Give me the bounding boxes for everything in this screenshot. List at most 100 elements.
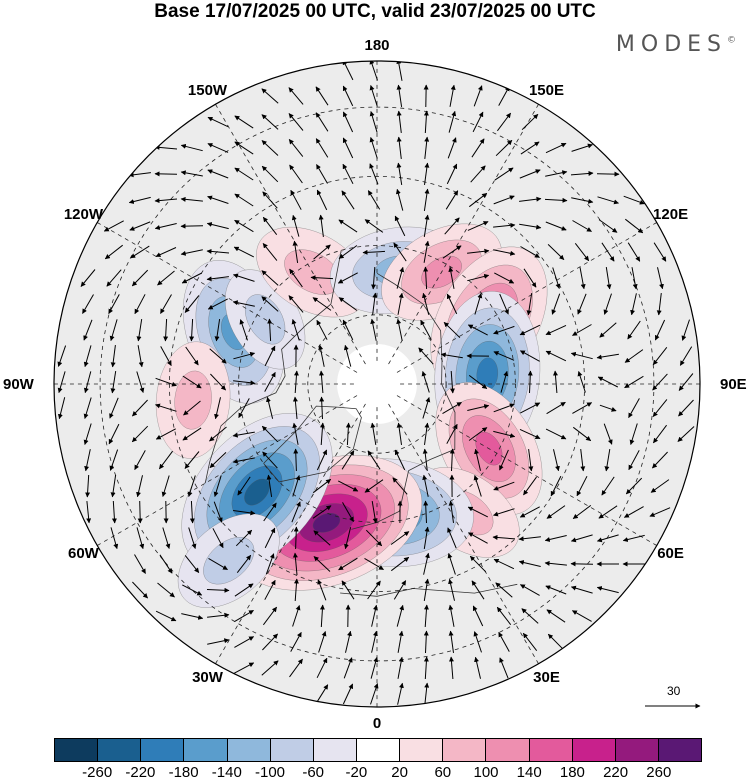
wind-arrow (369, 85, 378, 107)
longitude-label: 60W (67, 545, 99, 562)
wind-arrow (423, 188, 430, 211)
wind-arrow (390, 531, 410, 545)
wind-arrow (572, 426, 592, 442)
wind-arrow (552, 267, 561, 289)
wind-arrow (159, 554, 173, 574)
colorbar-tick-label: 220 (603, 764, 629, 781)
wind-arrow (499, 449, 509, 471)
wind-arrow (396, 422, 402, 445)
wind-arrow (209, 426, 227, 442)
wind-arrow (545, 170, 568, 177)
wind-arrow (628, 450, 640, 471)
colorbar-tick-label: -140 (211, 764, 242, 781)
colorbar (54, 738, 702, 762)
wind-arrow (547, 244, 565, 260)
wind-arrow (420, 319, 432, 340)
wind-arrow (128, 196, 151, 204)
colorbar-tick-label: 60 (434, 764, 452, 781)
wind-arrow (214, 319, 221, 342)
wind-arrow (656, 293, 662, 316)
wind-arrow (495, 582, 513, 598)
wind-arrow (649, 507, 671, 517)
wind-arrow (343, 657, 353, 679)
wind-arrow (678, 373, 694, 391)
wind-arrow (209, 348, 227, 364)
wind-arrow (448, 578, 455, 601)
wind-arrow (598, 505, 618, 519)
wind-arrow (316, 449, 328, 471)
colorbar-tick-label: -180 (168, 764, 199, 781)
wind-arrow (342, 111, 354, 133)
wind-arrow (545, 221, 567, 231)
colorbar-swatch (227, 739, 271, 761)
wind-arrow (182, 584, 203, 596)
wind-arrow (367, 580, 381, 600)
wind-arrow (494, 272, 515, 284)
wind-arrow (237, 476, 251, 496)
colorbar-swatch (184, 739, 228, 761)
wind-arrow (446, 293, 458, 315)
wind-arrow (155, 403, 177, 412)
wind-arrow (449, 370, 455, 394)
wind-arrow (467, 221, 489, 231)
wind-arrow (628, 398, 640, 419)
wind-arrow (551, 293, 561, 315)
longitude-label: 90E (720, 375, 747, 393)
wind-arrow (155, 377, 177, 387)
wind-arrow (338, 557, 358, 571)
wind-arrow (577, 371, 586, 393)
wind-arrow (596, 586, 619, 594)
wind-arrow (341, 190, 355, 210)
wind-arrow (679, 346, 693, 366)
wind-arrow (653, 242, 667, 262)
wind-arrow (545, 350, 567, 362)
wind-arrow (495, 139, 513, 157)
wind-arrow (364, 219, 384, 233)
wind-arrow (103, 220, 124, 232)
wind-arrow (397, 630, 404, 653)
wind-arrow (134, 294, 146, 315)
wind-arrow (57, 371, 66, 394)
map-title: Base 17/07/2025 00 UTC, valid 23/07/2025… (154, 1, 596, 22)
colorbar-tick-label: -20 (345, 764, 368, 781)
wind-arrow (596, 353, 619, 360)
wind-arrow (599, 404, 617, 412)
anomaly-contour (244, 478, 270, 506)
wind-arrow (364, 557, 384, 571)
wind-arrow (423, 604, 429, 628)
wind-arrow (369, 163, 379, 185)
wind-arrow (104, 244, 124, 260)
wind-arrow (467, 273, 490, 282)
wind-arrow (519, 350, 540, 362)
wind-arrow (544, 560, 567, 566)
wind-arrow (597, 376, 619, 388)
wind-arrow (136, 527, 145, 550)
wind-arrow (234, 662, 255, 674)
wind-arrow (472, 111, 484, 133)
wind-arrow (261, 88, 279, 104)
wind-arrow (110, 345, 116, 368)
wind-arrow (553, 449, 560, 472)
wind-arrow (315, 86, 329, 106)
wind-arrow (342, 137, 354, 159)
wind-arrow (183, 400, 201, 416)
wind-arrow (158, 450, 174, 470)
reference-vector-value: 30 (667, 684, 681, 698)
meridian (215, 104, 366, 365)
wind-arrow (235, 529, 253, 547)
wind-arrow (371, 266, 377, 290)
wind-arrow (318, 344, 325, 367)
colorbar-swatch (615, 739, 659, 761)
wind-arrow (162, 527, 171, 549)
wind-arrow (624, 349, 644, 363)
wind-arrow (650, 479, 670, 493)
wind-arrow (396, 318, 403, 341)
wind-arrow (448, 266, 455, 289)
wind-arrow (629, 423, 638, 445)
longitude-label: 150W (187, 81, 228, 99)
wind-arrow (292, 475, 301, 497)
colorbar-tick-label: 140 (516, 764, 542, 781)
wind-arrow (207, 143, 229, 153)
wind-arrow (84, 449, 91, 472)
wind-arrow (180, 196, 203, 202)
